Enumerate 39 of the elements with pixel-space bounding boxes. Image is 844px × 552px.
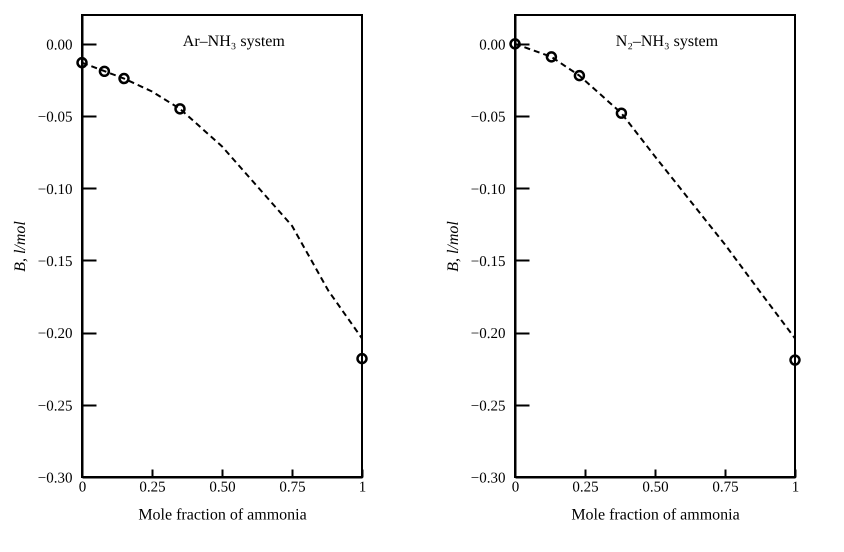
y-axis-title: B, l/mol xyxy=(12,220,29,272)
x-tick-label: 0 xyxy=(78,480,86,496)
y-axis-title: B, l/mol xyxy=(444,220,462,272)
x-tick-label: 0.75 xyxy=(279,480,306,496)
point xyxy=(118,72,130,84)
point xyxy=(98,66,110,78)
y-tick-label: −0.05 xyxy=(470,110,506,126)
y-tick-label: −0.25 xyxy=(38,398,72,414)
y-tick-label: −0.20 xyxy=(38,326,72,342)
x-tick-label: 0 xyxy=(512,480,520,496)
x-tick-label: 0.25 xyxy=(572,480,599,496)
point xyxy=(789,354,801,366)
x-tick-label: 0.25 xyxy=(139,480,166,496)
y-tick-label: −0.30 xyxy=(470,470,506,486)
annotation: Ar–NH₃ system xyxy=(182,33,286,50)
y-tick-label: −0.15 xyxy=(38,254,72,270)
point xyxy=(76,56,88,68)
point xyxy=(616,107,628,119)
x-axis-title: Mole fraction of ammonia xyxy=(571,506,740,524)
x-axis-title: Mole fraction of ammonia xyxy=(138,506,307,524)
y-tick-label: −0.30 xyxy=(38,470,72,486)
point xyxy=(174,103,186,115)
point xyxy=(546,51,558,63)
point xyxy=(356,352,368,364)
y-tick-label: −0.20 xyxy=(470,326,506,342)
y-tick-label: −0.10 xyxy=(38,182,72,198)
y-tick-label: 0.00 xyxy=(46,37,72,54)
x-tick-label: 1 xyxy=(792,480,800,496)
y-tick-label: −0.10 xyxy=(470,182,506,198)
y-tick-label: −0.05 xyxy=(38,110,72,126)
y-tick-label: −0.25 xyxy=(470,398,506,414)
x-tick-label: 1 xyxy=(358,480,366,496)
x-tick-label: 0.50 xyxy=(209,480,236,496)
annotation: N₂–NH₃ system xyxy=(616,33,719,50)
point xyxy=(574,70,586,82)
y-tick-label: 0.00 xyxy=(479,37,506,54)
y-tick-label: −0.15 xyxy=(470,254,506,270)
x-tick-label: 0.50 xyxy=(642,480,669,496)
x-tick-label: 0.75 xyxy=(712,480,739,496)
